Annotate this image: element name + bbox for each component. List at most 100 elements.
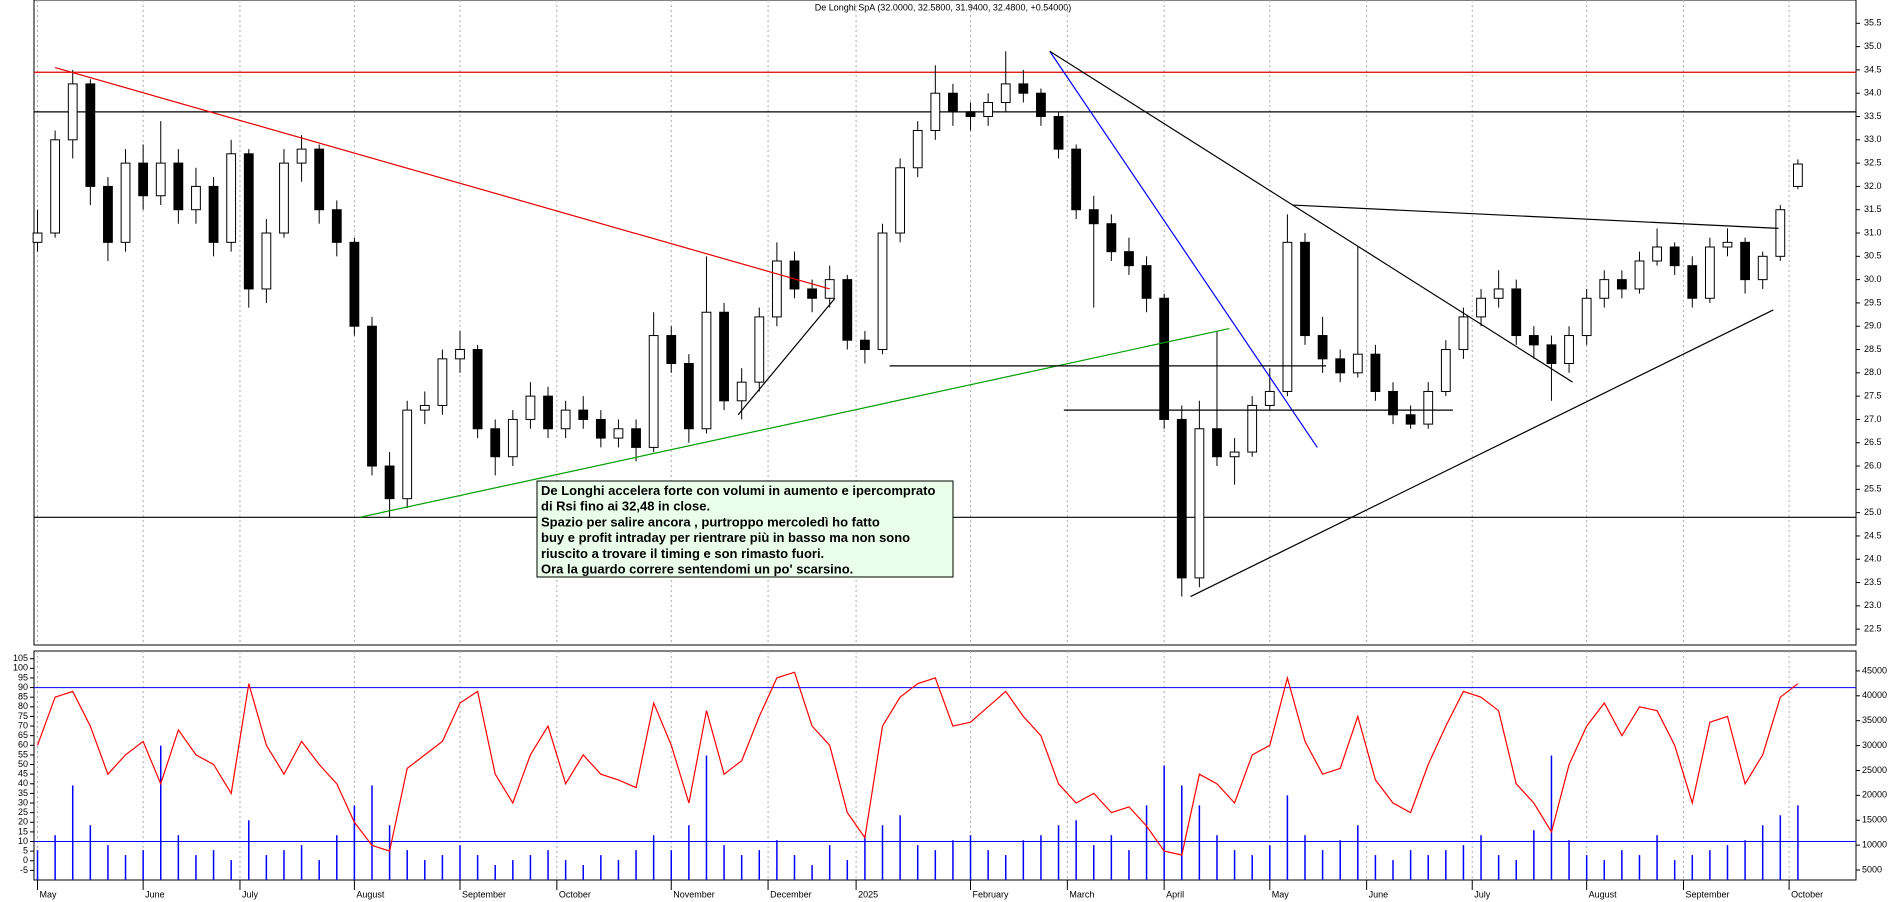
trend-line: [359, 327, 1230, 518]
trend-line: [1049, 50, 1573, 383]
y-tick-label: -5: [20, 865, 28, 875]
y2-tick-label: 5000: [1862, 864, 1882, 874]
y-tick-label: 80: [18, 701, 28, 711]
candle-body: [1581, 297, 1592, 337]
candle-body: [1212, 428, 1222, 458]
y2-tick-label: 40000: [1862, 690, 1887, 700]
candle-body: [860, 339, 870, 351]
trend-line: [1049, 50, 1318, 448]
y-tick-label: 70: [18, 720, 28, 730]
candle-body: [754, 316, 765, 383]
candle-body: [1335, 358, 1346, 374]
y-tick-label: 50: [18, 759, 28, 769]
candle-body: [1757, 255, 1768, 281]
candle-body: [1388, 390, 1398, 416]
candle-body: [736, 381, 747, 402]
candle-body: [1793, 163, 1803, 187]
candle-body: [1106, 223, 1117, 253]
y2-tick-label: 15000: [1862, 815, 1887, 825]
y2-tick-label: 10000: [1862, 840, 1887, 850]
candle-body: [1440, 349, 1451, 392]
y-tick-label: 35.0: [1864, 41, 1882, 51]
candle-body: [1159, 297, 1170, 420]
candle-body: [1669, 246, 1680, 267]
y-tick-label: 25: [18, 807, 28, 817]
x-tick-label: May: [40, 889, 58, 899]
y-tick-label: 22.5: [1864, 624, 1882, 634]
x-tick-label: February: [973, 889, 1010, 899]
y-tick-label: 30: [18, 797, 28, 807]
candle-body: [1405, 414, 1416, 425]
y2-tick-label: 25000: [1862, 765, 1887, 775]
y-tick-label: 55: [18, 749, 28, 759]
y-tick-label: 31.5: [1864, 204, 1882, 214]
candle-body: [1564, 335, 1574, 365]
y-tick-label: 25.0: [1864, 507, 1882, 517]
y-tick-label: 10: [18, 836, 28, 846]
candle-body: [50, 139, 61, 234]
x-tick-label: June: [145, 889, 165, 899]
candle-body: [525, 395, 536, 420]
y-tick-label: 90: [18, 682, 28, 692]
candle-body: [384, 465, 395, 500]
candle-body: [120, 162, 131, 243]
x-tick-label: June: [1369, 889, 1389, 899]
x-tick-label: 2025: [858, 889, 878, 899]
annotation-text: buy e profit intraday per rientrare più …: [541, 530, 910, 545]
candle-body: [437, 358, 448, 406]
y-tick-label: 5: [23, 846, 28, 856]
y-tick-label: 32.5: [1864, 157, 1882, 167]
candle-body: [1546, 344, 1557, 365]
candle-body: [965, 111, 976, 118]
candle-body: [683, 363, 694, 430]
candle-body: [1229, 451, 1240, 458]
candle-body: [1740, 241, 1750, 281]
y-tick-label: 33.5: [1864, 111, 1882, 121]
candle-body: [1018, 83, 1029, 94]
candle-body: [543, 395, 553, 430]
candle-body: [1704, 246, 1715, 299]
y-tick-label: 29.5: [1864, 297, 1882, 307]
candle-body: [1036, 92, 1046, 118]
x-tick-label: July: [242, 889, 259, 899]
candle-body: [226, 153, 237, 243]
trend-line: [1190, 309, 1774, 598]
candle-body: [1282, 241, 1293, 392]
y-tick-label: 95: [18, 672, 28, 682]
candle-body: [1124, 251, 1134, 267]
candle-body: [807, 288, 817, 299]
y-tick-label: 28.5: [1864, 344, 1882, 354]
candle-body: [912, 129, 923, 169]
candle-body: [103, 185, 113, 243]
candle-body: [930, 92, 941, 131]
trend-line: [1292, 204, 1779, 229]
y-tick-label: 40: [18, 778, 28, 788]
candle-body: [67, 83, 78, 141]
candle-body: [419, 404, 430, 411]
candle-body: [1775, 209, 1786, 257]
y-tick-label: 26.5: [1864, 437, 1882, 447]
x-tick-label: March: [1069, 889, 1094, 899]
annotation-box: [536, 480, 954, 578]
candle-body: [631, 428, 641, 448]
x-tick-label: October: [559, 889, 591, 899]
y-tick-label: 30.5: [1864, 251, 1882, 261]
candle-body: [701, 311, 712, 430]
indicator-panel: [33, 650, 1857, 881]
plot: May June July August September October Novembe…: [13, 0, 1887, 899]
candle-body: [613, 428, 624, 439]
y-tick-label: 0: [23, 855, 28, 865]
x-tick-label: September: [462, 889, 506, 899]
candle-body: [877, 232, 888, 351]
y-tick-label: 28.0: [1864, 367, 1882, 377]
candle-body: [983, 102, 994, 118]
y-tick-label: 26.0: [1864, 460, 1882, 470]
y-tick-label: 25.5: [1864, 484, 1882, 494]
candle-body: [1476, 297, 1486, 318]
y-tick-label: 33.0: [1864, 134, 1882, 144]
y-tick-label: 105: [13, 653, 28, 663]
y-tick-label: 27.0: [1864, 414, 1882, 424]
candle-body: [666, 335, 677, 365]
candle-body: [595, 418, 606, 439]
